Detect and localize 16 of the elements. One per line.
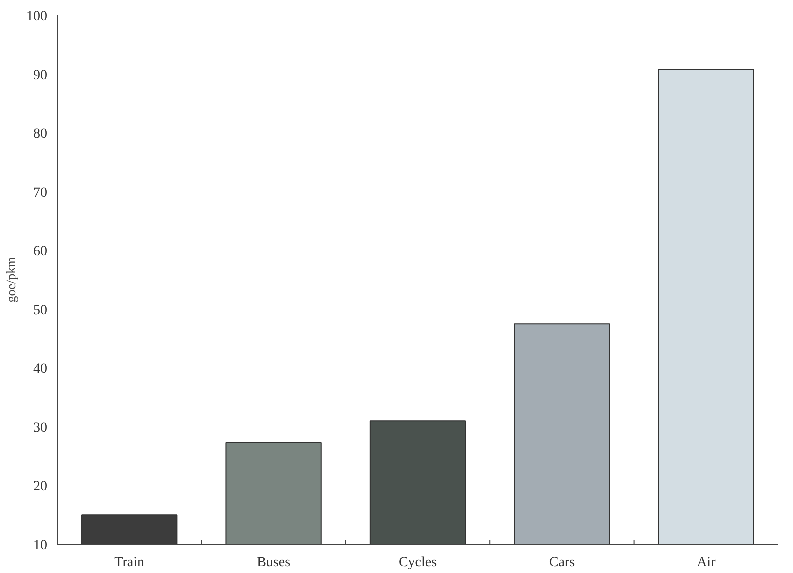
y-tick-label: 50 (34, 303, 48, 318)
y-tick-label: 90 (34, 68, 48, 84)
x-tick-label: Cycles (398, 556, 438, 570)
y-tick-label: 100 (26, 10, 48, 24)
y-tick-label: 20 (34, 480, 48, 495)
x-tick-label: Buses (257, 556, 291, 570)
x-tick-label: Cars (549, 556, 576, 570)
y-tick-label: 10 (34, 538, 48, 554)
y-tick-label: 70 (34, 186, 48, 201)
x-tick-label: Train (114, 556, 145, 570)
y-axis-title: goe/pkm (4, 257, 18, 303)
y-tick-label: 30 (34, 420, 48, 436)
y-tick-label: 60 (34, 244, 48, 260)
x-tick-label: Air (697, 556, 716, 570)
y-tick-label: 40 (34, 362, 48, 378)
y-tick-label: 80 (34, 127, 48, 142)
